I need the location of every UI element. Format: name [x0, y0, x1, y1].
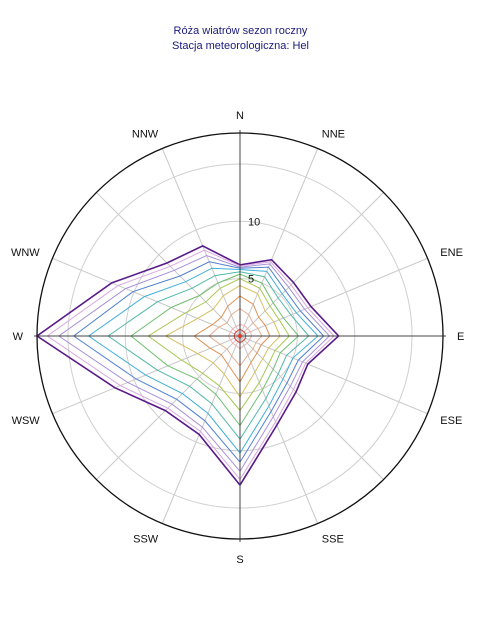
direction-label-sse: SSE — [322, 533, 344, 545]
spoke-se — [239, 335, 384, 480]
spoke-sw — [96, 335, 241, 480]
series-polygon-10 — [72, 261, 325, 464]
spoke-ese — [239, 335, 428, 415]
chart-subtitle: Stacja meteorologiczna: Hel — [172, 40, 309, 52]
direction-label-wnw: WNW — [11, 247, 40, 259]
series-polygon-11 — [57, 254, 331, 473]
spoke-sse — [239, 335, 319, 524]
direction-label-ssw: SSW — [133, 533, 159, 545]
direction-label-w: W — [13, 331, 24, 343]
spoke-ssw — [161, 335, 241, 524]
direction-label-s: S — [236, 554, 243, 566]
direction-label-nnw: NNW — [132, 129, 159, 141]
label-layer: 5 10 N NNE ENE E ESE SSE S SSW WSW W WNW NNW — [11, 110, 464, 566]
spoke-nnw — [161, 148, 241, 337]
direction-label-wsw: WSW — [12, 415, 41, 427]
direction-label-ene: ENE — [440, 247, 463, 259]
axis-layer — [34, 130, 446, 542]
chart-titles: Róża wiatrów sezon roczny Stacja meteoro… — [0, 24, 481, 54]
spoke-ne — [239, 192, 384, 337]
calm-marker — [237, 333, 243, 339]
chart-title: Róża wiatrów sezon roczny — [173, 25, 308, 37]
direction-label-n: N — [236, 110, 244, 122]
ring-label: 5 — [248, 274, 254, 286]
ring-label: 10 — [248, 216, 260, 228]
direction-label-e: E — [457, 331, 464, 343]
direction-label-ese: ESE — [440, 415, 462, 427]
series-layer — [35, 245, 340, 487]
direction-label-nne: NNE — [322, 129, 345, 141]
outer-ring — [36, 132, 444, 540]
spoke-nw — [96, 192, 241, 337]
series-polygon-13 — [35, 245, 340, 487]
spoke-ene — [239, 257, 428, 337]
spoke-wnw — [52, 257, 241, 337]
